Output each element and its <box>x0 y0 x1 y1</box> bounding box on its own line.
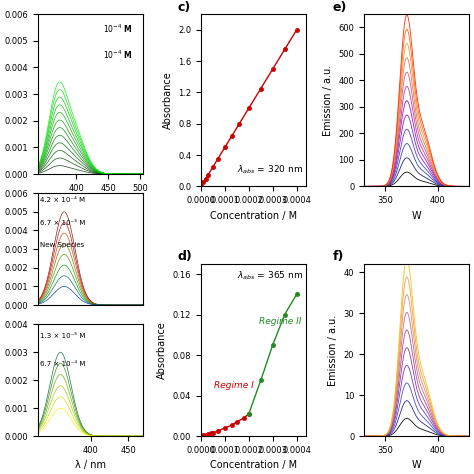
Y-axis label: Absorbance: Absorbance <box>163 72 173 129</box>
Text: $10^{-4}$ M: $10^{-4}$ M <box>103 48 133 61</box>
X-axis label: Concentration / M: Concentration / M <box>210 210 297 221</box>
Text: Regime II: Regime II <box>259 317 301 326</box>
Text: New Species: New Species <box>40 242 84 248</box>
Text: $\lambda_{abs}$ = 320 nm: $\lambda_{abs}$ = 320 nm <box>237 164 303 176</box>
Text: Regime I: Regime I <box>214 381 254 390</box>
Text: 6.7 × 10⁻⁵ M: 6.7 × 10⁻⁵ M <box>40 219 85 226</box>
X-axis label: th / nm: th / nm <box>73 198 108 208</box>
Y-axis label: Emission / a.u.: Emission / a.u. <box>328 314 338 386</box>
Text: c): c) <box>178 1 191 14</box>
Text: 6.7 × 10⁻⁴ M: 6.7 × 10⁻⁴ M <box>40 361 85 366</box>
Text: $\lambda_{abs}$ = 365 nm: $\lambda_{abs}$ = 365 nm <box>237 269 303 282</box>
Text: 4.2 × 10⁻⁴ M: 4.2 × 10⁻⁴ M <box>40 197 85 203</box>
X-axis label: W: W <box>412 210 421 221</box>
Text: 1.3 × 10⁻⁵ M: 1.3 × 10⁻⁵ M <box>40 333 85 338</box>
X-axis label: λ / nm: λ / nm <box>75 460 106 470</box>
Text: e): e) <box>332 1 347 14</box>
Text: $10^{-4}$ M: $10^{-4}$ M <box>103 23 133 36</box>
Text: d): d) <box>178 250 192 264</box>
Y-axis label: Absorbance: Absorbance <box>157 321 167 379</box>
X-axis label: Concentration / M: Concentration / M <box>210 460 297 470</box>
X-axis label: W: W <box>412 460 421 470</box>
Text: f): f) <box>332 250 344 264</box>
Y-axis label: Emission / a.u.: Emission / a.u. <box>323 64 333 136</box>
